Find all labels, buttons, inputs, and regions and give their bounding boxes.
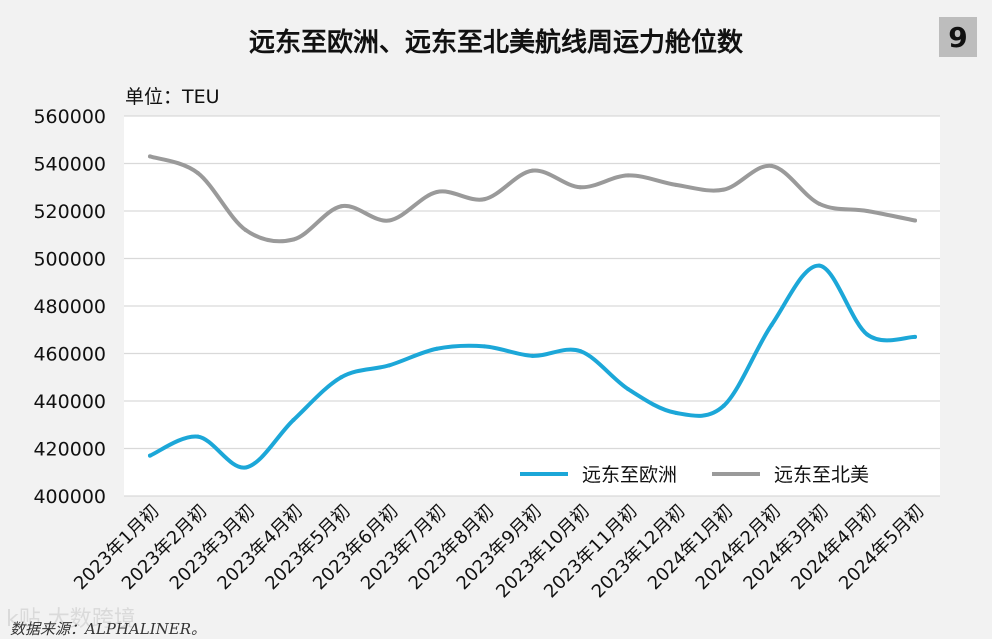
data-point xyxy=(482,197,487,202)
watermark: k贴 大数跨境 xyxy=(6,607,136,632)
series-lines xyxy=(148,154,917,470)
data-point xyxy=(195,171,200,175)
legend-label: 远东至北美 xyxy=(774,464,869,486)
data-point xyxy=(578,349,583,354)
data-point xyxy=(673,182,678,187)
y-tick-label: 480000 xyxy=(33,296,106,318)
y-tick-label: 520000 xyxy=(33,201,106,223)
data-point xyxy=(434,190,439,194)
data-point xyxy=(865,332,870,337)
data-point xyxy=(578,185,583,190)
x-tick-label: 2024年5月初 xyxy=(835,501,929,595)
data-point xyxy=(817,201,822,206)
y-tick-label: 540000 xyxy=(33,154,106,176)
y-tick-label: 440000 xyxy=(33,391,106,413)
data-point xyxy=(817,263,822,268)
page-number-badge: 9 xyxy=(939,17,977,57)
data-point xyxy=(913,334,917,339)
data-point xyxy=(673,410,678,415)
data-point xyxy=(913,218,917,223)
y-tick-label: 560000 xyxy=(33,106,106,128)
data-point xyxy=(243,228,248,232)
data-point xyxy=(387,218,392,223)
unit-label: 单位：TEU xyxy=(125,86,220,108)
x-axis-tick-labels: 2023年1月初2023年2月初2023年3月初2023年4月初2023年5月初… xyxy=(70,501,929,603)
data-point xyxy=(530,168,535,173)
data-point xyxy=(626,173,631,178)
data-point xyxy=(434,346,439,351)
data-point xyxy=(291,418,296,422)
data-point xyxy=(721,403,726,408)
data-point xyxy=(243,465,248,470)
data-point xyxy=(769,163,774,168)
data-point xyxy=(195,434,200,439)
data-point xyxy=(291,237,296,242)
legend-label: 远东至欧洲 xyxy=(582,464,677,486)
data-point xyxy=(530,353,535,358)
data-point xyxy=(626,387,631,392)
source-note: 数据来源：ALPHALINER。 xyxy=(10,620,207,638)
y-tick-label: 500000 xyxy=(33,249,106,271)
data-point xyxy=(148,453,152,458)
y-axis-tick-labels: 400000 420000 440000 460000 480000 500000 5200… xyxy=(33,106,106,508)
data-point xyxy=(387,363,392,368)
grid-lines xyxy=(124,115,940,497)
data-point xyxy=(148,154,152,159)
y-tick-label: 400000 xyxy=(33,486,106,508)
data-point xyxy=(865,209,870,213)
data-point xyxy=(482,344,487,349)
series-line-0 xyxy=(148,263,917,470)
chart-title: 远东至欧洲、远东至北美航线周运力舱位数 xyxy=(248,28,743,58)
y-tick-label: 420000 xyxy=(33,439,106,461)
data-point xyxy=(769,323,774,327)
data-point xyxy=(339,204,344,209)
legend: 远东至欧洲 远东至北美 xyxy=(520,464,869,486)
data-point xyxy=(339,375,344,380)
data-point xyxy=(721,187,726,192)
y-tick-label: 460000 xyxy=(33,344,106,366)
